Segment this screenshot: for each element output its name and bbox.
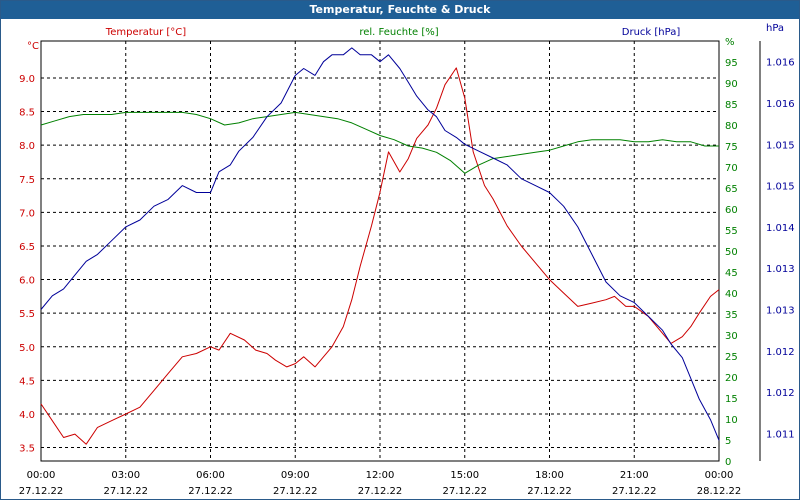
middle-tick-label: 60 (725, 205, 738, 216)
x-tick-time: 00:00 (705, 470, 734, 481)
x-tick-date: 28.12.22 (697, 486, 742, 497)
left-tick-label: 5.5 (19, 309, 35, 320)
middle-tick-label: % (725, 37, 735, 48)
window-title: Temperatur, Feuchte & Druck (1, 1, 799, 19)
x-tick-time: 18:00 (535, 470, 564, 481)
x-tick-time: 12:00 (366, 470, 395, 481)
middle-tick-label: 0 (725, 457, 731, 468)
middle-tick-label: 20 (725, 373, 738, 384)
humidity-line (40, 111, 719, 174)
x-tick-time: 03:00 (111, 470, 140, 481)
left-axis-title: Temperatur [°C] (105, 27, 186, 38)
x-tick-time: 21:00 (620, 470, 649, 481)
x-tick-date: 27.12.22 (358, 486, 403, 497)
middle-tick-label: 65 (725, 184, 738, 195)
middle-tick-label: 85 (725, 100, 738, 111)
left-tick-label: 7.5 (19, 175, 35, 186)
right-tick-label: 1.013 (766, 264, 795, 275)
right-tick-label: 1.013 (766, 306, 795, 317)
right-tick-label: 1.015 (766, 182, 795, 193)
left-tick-label: 9.0 (19, 74, 35, 85)
right-tick-label: hPa (766, 23, 784, 34)
x-tick-date: 27.12.22 (273, 486, 318, 497)
middle-tick-label: 50 (725, 247, 738, 258)
x-tick-time: 06:00 (196, 470, 225, 481)
middle-tick-label: 70 (725, 163, 738, 174)
right-tick-label: 1.012 (766, 347, 795, 358)
right-tick-label: 1.014 (766, 223, 795, 234)
left-tick-label: 4.0 (19, 410, 35, 421)
x-tick-time: 09:00 (281, 470, 310, 481)
left-tick-label: 8.0 (19, 141, 35, 152)
left-tick-label: 5.0 (19, 343, 35, 354)
middle-tick-label: 55 (725, 226, 738, 237)
pressure-line (40, 47, 720, 441)
middle-tick-label: 5 (725, 436, 731, 447)
middle-tick-label: 30 (725, 331, 738, 342)
x-tick-date: 27.12.22 (103, 486, 148, 497)
left-tick-label: 3.5 (19, 444, 35, 455)
middle-tick-label: 45 (725, 268, 738, 279)
x-tick-date: 27.12.22 (612, 486, 657, 497)
x-tick-date: 27.12.22 (19, 486, 64, 497)
gridlines (41, 41, 719, 461)
left-tick-label: 7.0 (19, 208, 35, 219)
middle-tick-label: 95 (725, 58, 738, 69)
right-tick-label: 1.016 (766, 58, 795, 69)
x-tick-date: 27.12.22 (442, 486, 487, 497)
left-tick-label: 4.5 (19, 376, 35, 387)
middle-tick-label: 80 (725, 121, 738, 132)
left-tick-label: 6.5 (19, 242, 35, 253)
middle-tick-label: 75 (725, 142, 738, 153)
right-tick-label: 1.016 (766, 99, 795, 110)
middle-tick-label: 15 (725, 394, 738, 405)
left-tick-label: 6.0 (19, 276, 35, 287)
middle-tick-label: 25 (725, 352, 738, 363)
x-tick-date: 27.12.22 (188, 486, 233, 497)
middle-tick-label: 35 (725, 310, 738, 321)
right-tick-label: 1.012 (766, 388, 795, 399)
middle-tick-label: 90 (725, 79, 738, 90)
x-tick-time: 15:00 (450, 470, 479, 481)
right-tick-label: 1.011 (766, 429, 795, 440)
middle-tick-label: 40 (725, 289, 738, 300)
middle-axis-title: rel. Feuchte [%] (359, 27, 438, 38)
right-axis-title: Druck [hPa] (622, 27, 681, 38)
left-tick-label: 8.5 (19, 108, 35, 119)
x-tick-time: 00:00 (27, 470, 56, 481)
middle-tick-label: 10 (725, 415, 738, 426)
series-group (40, 47, 720, 445)
temperature-line (40, 67, 720, 445)
right-tick-label: 1.015 (766, 140, 795, 151)
x-tick-date: 27.12.22 (527, 486, 572, 497)
left-axis-unit: °C (27, 41, 39, 52)
